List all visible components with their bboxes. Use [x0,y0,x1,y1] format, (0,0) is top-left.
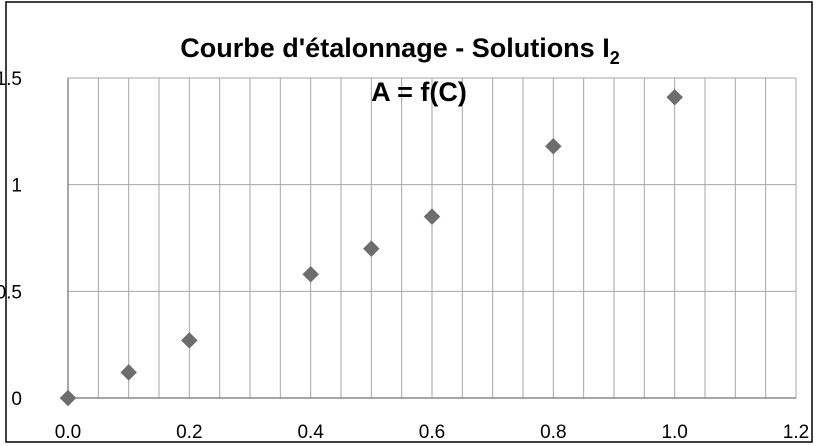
y-tick-label: 1 [11,176,22,197]
data-points [59,88,684,407]
x-tick-label: 1.0 [661,422,687,443]
data-point [544,137,562,155]
y-tick-label: 0 [11,389,22,410]
data-point [302,265,320,283]
data-point [362,240,380,258]
tick-labels: 0.0 0.2 0.4 0.6 0.8 1.0 1.2 0 0.5 1 1.5 [0,69,809,443]
chart-title-subscript: 2 [610,48,620,68]
y-tick-label: 1.5 [0,69,22,90]
x-tick-label: 0.6 [419,422,445,443]
gridlines [68,77,797,398]
chart-title-main: Courbe d'étalonnage - Solutions I [180,33,609,63]
y-tick-label: 0.5 [0,282,22,303]
x-tick-label: 0.8 [540,422,566,443]
x-tick-label: 1.2 [783,422,809,443]
chart-title: Courbe d'étalonnage - Solutions I2 [180,33,619,68]
data-point [180,332,198,349]
chart-border [5,1,813,443]
axes [67,78,796,399]
data-point [666,88,684,106]
chart-subtitle: A = f(C) [371,77,467,107]
data-point [120,364,138,381]
data-point [423,208,441,226]
x-tick-label: 0.4 [297,422,324,443]
x-tick-label: 0.0 [55,422,81,443]
x-tick-label: 0.2 [176,422,202,443]
data-point [59,389,77,407]
